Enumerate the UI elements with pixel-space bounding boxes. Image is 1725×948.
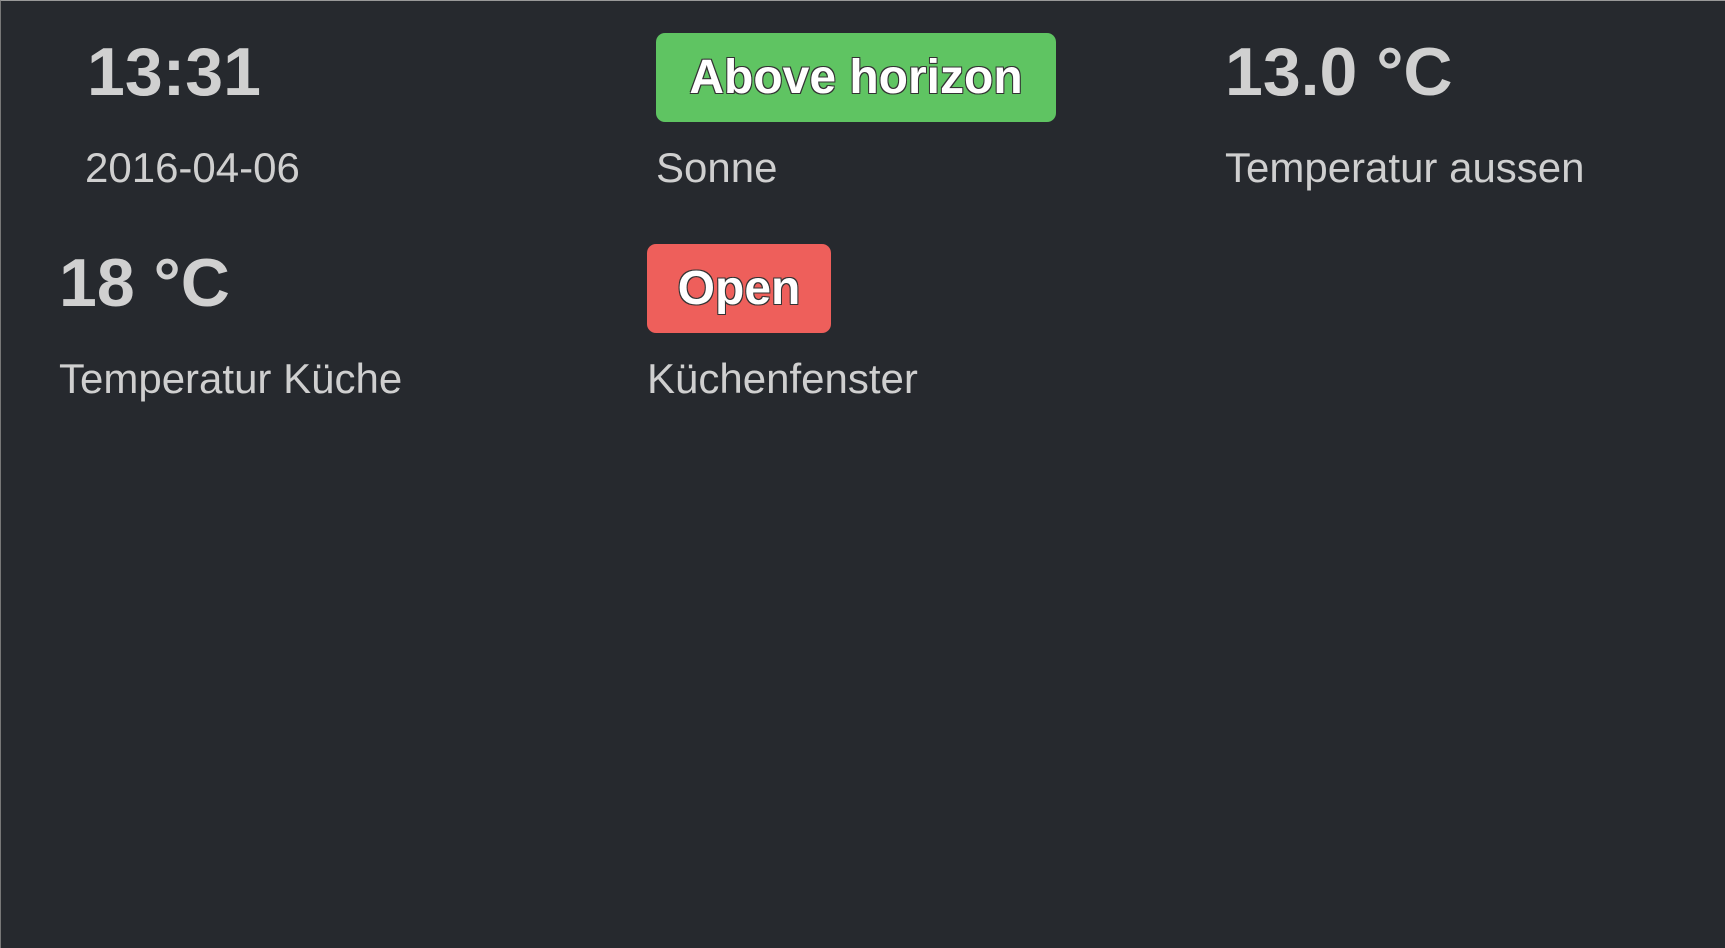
sun-state-badge: Above horizon [656, 33, 1056, 122]
outside-temperature-label: Temperatur aussen [1225, 144, 1585, 191]
date-label: 2016-04-06 [85, 144, 300, 191]
sun-label: Sonne [656, 144, 778, 191]
outside-temperature-value: 13.0 °C [1225, 34, 1453, 110]
kitchen-window-label: Küchenfenster [647, 355, 918, 402]
time-value: 13:31 [87, 34, 261, 110]
kitchen-temperature-label: Temperatur Küche [59, 355, 403, 402]
window-state-badge: Open [647, 244, 831, 333]
kitchen-temperature-value: 18 °C [59, 245, 230, 321]
